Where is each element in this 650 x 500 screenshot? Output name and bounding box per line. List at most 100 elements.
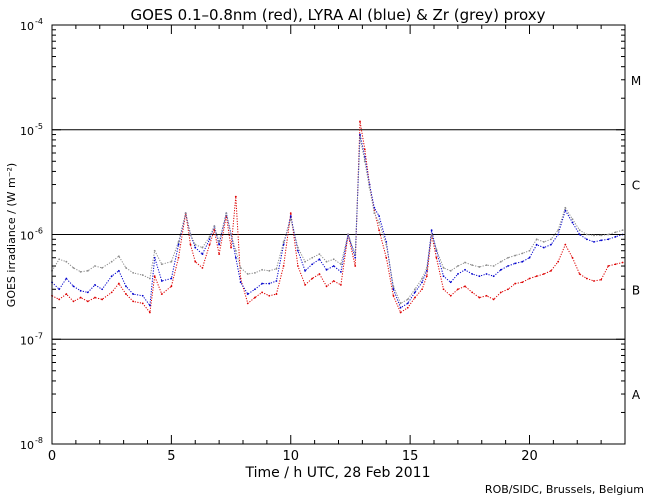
- data-point: [325, 268, 328, 271]
- data-point: [363, 160, 366, 163]
- data-point: [148, 277, 151, 280]
- data-point: [521, 252, 524, 255]
- data-point: [261, 291, 263, 294]
- series-trace: [51, 121, 623, 314]
- data-point: [378, 221, 380, 224]
- data-point: [507, 265, 509, 267]
- data-point: [550, 269, 552, 272]
- data-point: [318, 253, 321, 255]
- data-point: [208, 235, 211, 238]
- data-point: [593, 280, 595, 282]
- data-point: [607, 238, 610, 241]
- data-point: [297, 265, 299, 267]
- data-point: [189, 233, 192, 236]
- data-point: [578, 233, 581, 236]
- data-point: [325, 260, 328, 263]
- data-point: [101, 298, 104, 301]
- data-point: [339, 284, 342, 286]
- data-point: [239, 266, 242, 269]
- data-point: [449, 281, 452, 284]
- data-point: [65, 260, 68, 263]
- data-point: [535, 243, 538, 246]
- data-point: [304, 260, 306, 263]
- data-point: [421, 288, 423, 291]
- data-point: [58, 298, 61, 301]
- data-point: [86, 269, 89, 272]
- data-point: [442, 288, 445, 291]
- data-point: [58, 288, 61, 291]
- data-point: [94, 284, 96, 286]
- data-point: [282, 240, 285, 243]
- y-tick-label-exponent: -5: [35, 122, 43, 131]
- data-point: [110, 291, 113, 294]
- data-point: [72, 300, 75, 303]
- data-point: [170, 277, 173, 280]
- data-point: [578, 229, 581, 232]
- data-point: [275, 293, 278, 295]
- data-point: [268, 282, 271, 285]
- data-point: [311, 277, 314, 280]
- data-point: [499, 268, 502, 271]
- data-point: [254, 296, 256, 299]
- data-point: [117, 255, 120, 258]
- data-point: [132, 300, 135, 303]
- data-point: [72, 285, 75, 288]
- data-point: [246, 293, 249, 295]
- data-point: [110, 260, 113, 263]
- data-point: [261, 268, 263, 271]
- data-point: [368, 186, 371, 189]
- data-point: [318, 273, 321, 275]
- data-point: [607, 265, 610, 267]
- flare-class-label: C: [632, 179, 640, 193]
- data-point: [528, 249, 531, 252]
- data-point: [514, 262, 517, 265]
- data-point: [304, 269, 306, 272]
- y-tick-label-base: 10: [20, 20, 34, 33]
- data-point: [58, 258, 61, 261]
- data-point: [593, 234, 595, 237]
- data-point: [201, 266, 204, 269]
- chart-title: GOES 0.1–0.8nm (red), LYRA Al (blue) & Z…: [130, 6, 545, 24]
- data-point: [406, 306, 409, 309]
- data-point: [194, 246, 197, 249]
- data-point: [521, 260, 524, 263]
- data-point: [578, 273, 581, 275]
- data-point: [79, 270, 82, 273]
- data-point: [535, 275, 538, 278]
- data-point: [585, 238, 588, 241]
- data-point: [132, 293, 135, 295]
- data-point: [101, 288, 104, 291]
- data-point: [585, 277, 588, 280]
- data-series: [51, 136, 624, 305]
- data-point: [125, 285, 127, 288]
- data-point: [514, 282, 517, 285]
- data-point: [268, 269, 271, 272]
- data-point: [600, 239, 603, 242]
- data-point: [471, 273, 474, 275]
- data-point: [571, 256, 574, 259]
- data-point: [514, 254, 517, 257]
- data-point: [153, 275, 156, 278]
- data-point: [507, 256, 509, 259]
- data-point: [297, 249, 299, 252]
- data-point: [160, 263, 163, 266]
- data-point: [564, 206, 567, 209]
- data-point: [359, 136, 361, 139]
- data-point: [101, 266, 104, 269]
- series-trace: [51, 134, 623, 309]
- data-point: [218, 243, 221, 246]
- data-point: [110, 275, 113, 278]
- data-point: [585, 233, 588, 236]
- data-point: [614, 263, 617, 266]
- data-point: [117, 269, 120, 272]
- data-series-layer: [51, 120, 624, 314]
- y-tick-label-exponent: -7: [35, 331, 43, 340]
- data-point: [254, 288, 256, 291]
- data-point: [550, 238, 552, 241]
- data-point: [239, 281, 242, 284]
- data-point: [354, 256, 357, 259]
- data-point: [363, 148, 366, 151]
- data-point: [177, 256, 180, 259]
- data-point: [311, 256, 314, 259]
